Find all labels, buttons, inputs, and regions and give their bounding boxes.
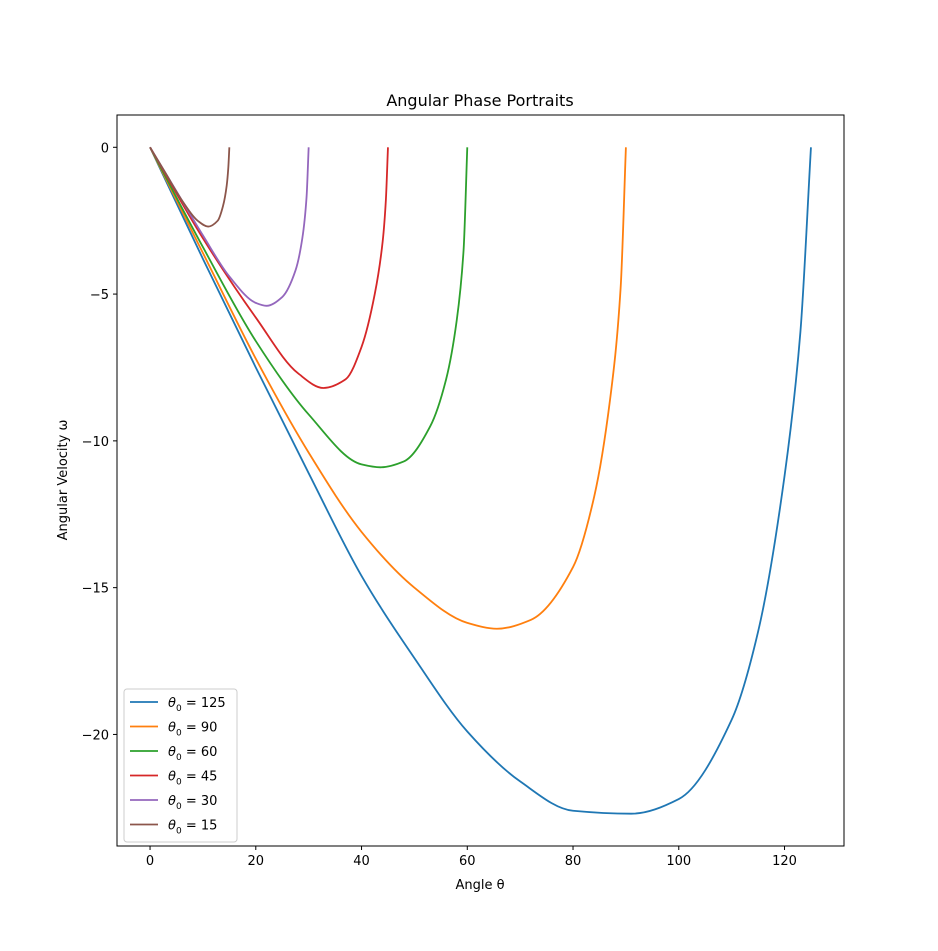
y-axis: 0 −5 −10 −15 −20 [82, 141, 117, 743]
x-tick-label: 40 [353, 854, 370, 869]
x-tick-label: 60 [459, 854, 476, 869]
y-tick-label: −20 [82, 728, 109, 743]
y-tick-label: −15 [82, 582, 109, 597]
series-line-1 [149, 146, 627, 630]
y-tick-label: 0 [101, 141, 109, 156]
legend-label: θ0 = 90 [168, 721, 217, 739]
legend-label: θ0 = 60 [168, 745, 217, 763]
legend-label: θ0 = 125 [168, 696, 226, 714]
y-tick-label: −10 [82, 435, 109, 450]
x-tick-label: 0 [146, 854, 154, 869]
series-layer [149, 146, 812, 815]
legend-label: θ0 = 30 [168, 794, 217, 812]
chart-legend: θ0 = 125 θ0 = 90 θ0 = 60 θ0 = 45 θ0 = 30 θ0 =… [123, 688, 238, 843]
chart-title: Angular Phase Portraits [386, 91, 573, 110]
x-axis-label: Angle θ [455, 878, 504, 893]
x-tick-label: 80 [565, 854, 582, 869]
series-line-0 [149, 146, 812, 815]
series-line-2 [149, 146, 469, 469]
series-line-5 [149, 146, 231, 228]
x-tick-label: 120 [772, 854, 797, 869]
y-axis-label: Angular Velocity ω [56, 420, 71, 541]
x-axis: 0 20 40 60 80 100 120 [146, 846, 797, 869]
x-tick-label: 20 [248, 854, 265, 869]
legend-label: θ0 = 15 [168, 819, 217, 837]
y-tick-label: −5 [90, 288, 109, 303]
series-line-4 [149, 146, 310, 307]
legend-label: θ0 = 45 [168, 770, 217, 788]
plot-area [116, 114, 845, 847]
x-tick-label: 100 [666, 854, 691, 869]
series-line-3 [149, 146, 389, 389]
plot-frame [116, 114, 845, 847]
